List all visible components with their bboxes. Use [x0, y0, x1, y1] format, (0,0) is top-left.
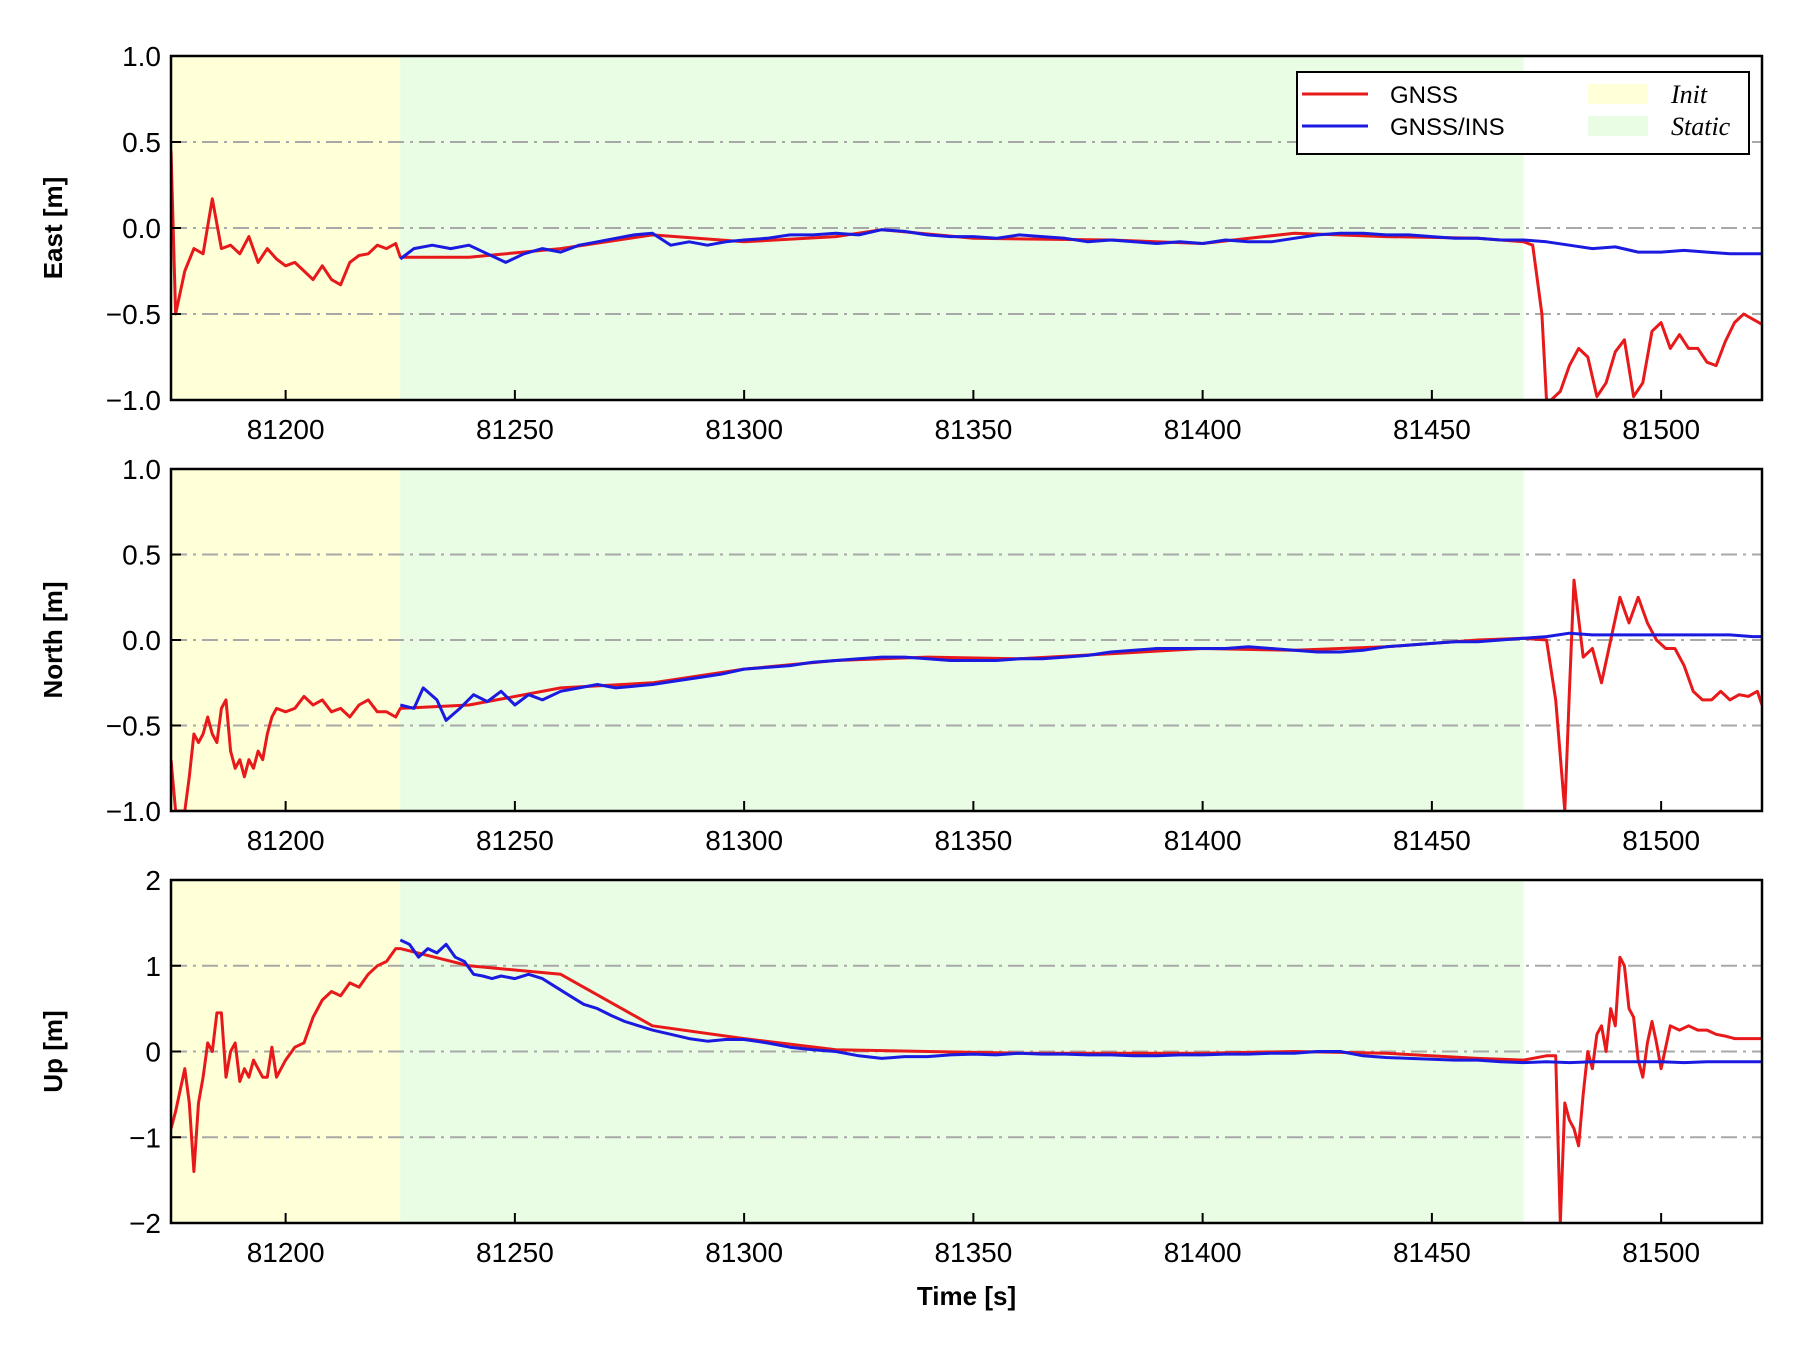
y-tick-label: 1 — [145, 951, 161, 982]
y-tick-label: 0.0 — [122, 625, 161, 656]
y-tick-label: −0.5 — [106, 711, 161, 742]
y-axis-title: East [m] — [38, 177, 68, 280]
y-tick-label: 2 — [145, 865, 161, 896]
x-tick-label: 81500 — [1622, 825, 1700, 856]
series-group — [171, 150, 1762, 400]
x-tick-label: 81400 — [1164, 825, 1242, 856]
y-tick-label: 0 — [145, 1037, 161, 1068]
y-tick-label: 0.0 — [122, 213, 161, 244]
series-line-gnss-ins — [399, 631, 1762, 722]
x-tick-label: 81400 — [1164, 1237, 1242, 1268]
y-tick-label: −1.0 — [106, 796, 161, 827]
x-tick-label: 81200 — [247, 825, 325, 856]
y-axis-title: Up [m] — [38, 1010, 68, 1092]
y-tick-label: 1.0 — [122, 41, 161, 72]
x-tick-label: 81300 — [705, 1237, 783, 1268]
x-tick-label: 81450 — [1393, 825, 1471, 856]
y-tick-label: −0.5 — [106, 299, 161, 330]
x-tick-label: 81350 — [934, 825, 1012, 856]
y-tick-label: 0.5 — [122, 540, 161, 571]
y-tick-label: 1.0 — [122, 454, 161, 485]
legend-box — [1296, 71, 1750, 155]
x-tick-label: 81200 — [247, 1237, 325, 1268]
legend-label-gnss-ins: GNSS/INS — [1390, 114, 1505, 141]
legend-swatch-static — [1588, 116, 1648, 136]
x-tick-label: 81500 — [1622, 414, 1700, 445]
x-tick-label: 81300 — [705, 825, 783, 856]
x-tick-label: 81250 — [476, 825, 554, 856]
legend-swatch-init — [1588, 84, 1648, 104]
x-tick-label: 81300 — [705, 414, 783, 445]
legend-label-static: Static — [1671, 112, 1731, 141]
legend: GNSS GNSS/INS Init Static — [1296, 71, 1750, 155]
x-tick-label: 81350 — [934, 414, 1012, 445]
y-tick-label: −1 — [129, 1122, 161, 1153]
x-tick-label: 81350 — [934, 1237, 1012, 1268]
series-group — [171, 578, 1762, 811]
x-tick-label: 81400 — [1164, 414, 1242, 445]
series-line-gnss — [171, 150, 1762, 400]
y-tick-label: −1.0 — [106, 385, 161, 416]
panel-3: −2 −1 0 1 2 81200 81250 81300 81350 81400 81450 815… — [38, 865, 1764, 1268]
x-tick-label: 81450 — [1393, 1237, 1471, 1268]
series-line-gnss — [171, 578, 1762, 811]
x-tick-label: 81200 — [247, 414, 325, 445]
legend-label-init: Init — [1670, 80, 1708, 109]
series-group — [171, 938, 1762, 1223]
series-line-gnss — [171, 947, 1762, 1223]
y-tick-label: −2 — [129, 1208, 161, 1239]
x-tick-label: 81500 — [1622, 1237, 1700, 1268]
legend-label-gnss: GNSS — [1390, 82, 1458, 109]
panel-2: −1.0 −0.5 0.0 0.5 1.0 81200 81250 81300 81350 814… — [38, 454, 1764, 856]
x-tick-label: 81250 — [476, 414, 554, 445]
x-axis-title: Time [s] — [917, 1281, 1016, 1311]
x-tick-label: 81250 — [476, 1237, 554, 1268]
series-line-gnss-ins — [399, 938, 1762, 1065]
y-axis-title: North [m] — [38, 582, 68, 699]
y-tick-label: 0.5 — [122, 127, 161, 158]
series-line-gnss-ins — [399, 228, 1762, 264]
x-tick-label: 81450 — [1393, 414, 1471, 445]
